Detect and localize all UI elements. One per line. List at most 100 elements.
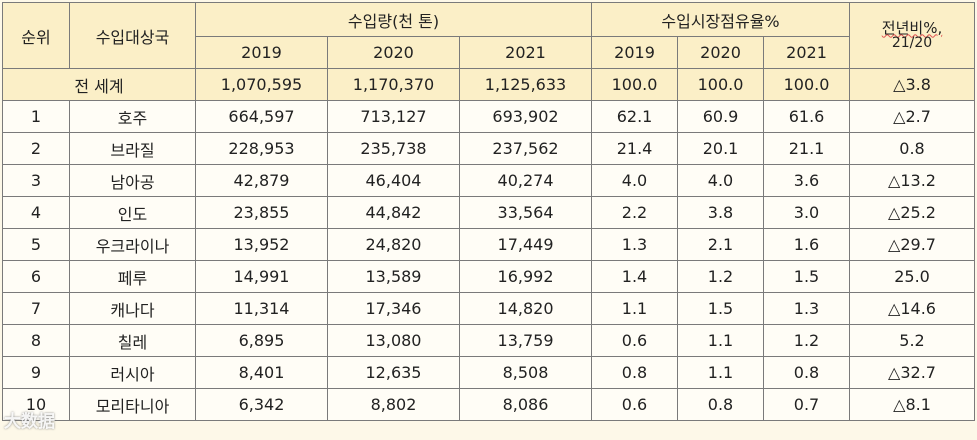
table-cell: 17,346 [327,292,460,325]
header-market-share: 수입시장점유율% [591,2,851,37]
table-cell: 3.0 [763,196,851,229]
rank-cell: 2 [2,132,70,165]
table-row: 2 브라질 228,953 235,738 237,562 21.4 20.1 21.1 0.8 [2,132,976,165]
table-cell: 1,125,633 [458,68,593,101]
table-cell: 8,401 [195,356,328,389]
table-cell: 13,589 [327,260,460,293]
table-header: 순위 수입대상국 수입량(천 톤) 수입시장점유율% 전년비%, 21/20 2… [2,2,976,69]
table-cell: 46,404 [327,164,460,197]
table-cell: 42,879 [195,164,328,197]
table-row: 4 인도 23,855 44,842 33,564 2.2 3.8 3.0 △25.2 [2,196,976,229]
table-row: 7 캐나다 11,314 17,346 14,820 1.1 1.5 1.3 △14.6 [2,292,976,325]
table-cell: 3.6 [763,164,851,197]
table-cell: △32.7 [849,356,976,389]
header-rank: 순위 [2,2,70,69]
table-cell: 14,820 [458,292,593,325]
table-cell: 1.1 [677,356,765,389]
table-cell: 44,842 [327,196,460,229]
table-cell: 1.6 [763,228,851,261]
table-row: 5 우크라이나 13,952 24,820 17,449 1.3 2.1 1.6 △29.7 [2,228,976,261]
table-cell: 693,902 [458,100,593,133]
country-cell: 러시아 [69,356,196,389]
table-cell: 62.1 [591,100,679,133]
table-cell: 8,508 [458,356,593,389]
header-volume-year: 2020 [327,36,460,69]
table-cell: 24,820 [327,228,460,261]
table-cell: 1.5 [763,260,851,293]
table-cell: 1.4 [591,260,679,293]
header-volume-year: 2021 [458,36,593,69]
table-cell: △14.6 [849,292,976,325]
header-volume-year: 2019 [195,36,328,69]
table-row: 9 러시아 8,401 12,635 8,508 0.8 1.1 0.8 △32.7 [2,356,976,389]
table-row: 6 페루 14,991 13,589 16,992 1.4 1.2 1.5 25.0 [2,260,976,293]
table-cell: 11,314 [195,292,328,325]
table-row: 3 남아공 42,879 46,404 40,274 4.0 4.0 3.6 △13.2 [2,164,976,197]
table-cell: 60.9 [677,100,765,133]
table-cell: 100.0 [591,68,679,101]
table-cell: 1.3 [763,292,851,325]
import-table: 순위 수입대상국 수입량(천 톤) 수입시장점유율% 전년비%, 21/20 2… [2,2,976,421]
table-cell: △25.2 [849,196,976,229]
country-cell: 캐나다 [69,292,196,325]
table-cell: 33,564 [458,196,593,229]
table-cell: 3.8 [677,196,765,229]
country-cell: 인도 [69,196,196,229]
table-cell: 0.8 [677,388,765,421]
country-cell: 모리타니아 [69,388,196,421]
table-cell: 16,992 [458,260,593,293]
table-cell: 713,127 [327,100,460,133]
table-cell: 8,086 [458,388,593,421]
rank-cell: 6 [2,260,70,293]
table-cell: 664,597 [195,100,328,133]
table-cell: 100.0 [763,68,851,101]
header-share-year: 2020 [677,36,765,69]
table-cell: 1.2 [763,324,851,357]
table-cell: △3.8 [849,68,976,101]
table-cell: 4.0 [677,164,765,197]
header-country: 수입대상국 [69,2,196,69]
table-cell: △13.2 [849,164,976,197]
table-cell: 21.4 [591,132,679,165]
table-row: 8 칠레 6,895 13,080 13,759 0.6 1.1 1.2 5.2 [2,324,976,357]
table-cell: 1.1 [591,292,679,325]
header-import-volume: 수입량(천 톤) [194,2,593,37]
country-cell: 칠레 [69,324,196,357]
country-cell: 브라질 [69,132,196,165]
rank-cell: 9 [2,356,70,389]
table-cell: 235,738 [327,132,460,165]
table-cell: 0.8 [849,132,976,165]
rank-cell: 5 [2,228,70,261]
rank-cell: 10 [2,388,70,421]
table-cell: 100.0 [677,68,765,101]
rank-cell: 7 [2,292,70,325]
header-yoy-label: 전년비%, [881,18,943,37]
table-row: 10 모리타니아 6,342 8,802 8,086 0.6 0.8 0.7 △8.1 [2,388,976,421]
country-cell: 호주 [69,100,196,133]
table-cell: 20.1 [677,132,765,165]
world-total-label: 전 세계 [2,68,196,101]
rank-cell: 3 [2,164,70,197]
table-cell: 1.3 [591,228,679,261]
table-cell: 14,991 [195,260,328,293]
country-cell: 페루 [69,260,196,293]
header-yoy-period: 21/20 [891,34,933,51]
table-cell: △8.1 [849,388,976,421]
table-cell: 0.6 [591,388,679,421]
country-cell: 남아공 [69,164,196,197]
table-cell: 13,759 [458,324,593,357]
table-cell: 23,855 [195,196,328,229]
table-cell: 2.2 [591,196,679,229]
table-cell: 237,562 [458,132,593,165]
table-cell: 5.2 [849,324,976,357]
country-cell: 우크라이나 [69,228,196,261]
table-cell: 228,953 [195,132,328,165]
rank-cell: 4 [2,196,70,229]
table-cell: 13,952 [195,228,328,261]
world-total-row: 전 세계 1,070,595 1,170,370 1,125,633 100.0… [2,68,976,101]
header-share-year: 2019 [591,36,679,69]
rank-cell: 1 [2,100,70,133]
header-share-year: 2021 [763,36,851,69]
table-cell: 1.2 [677,260,765,293]
table-cell: 0.8 [763,356,851,389]
